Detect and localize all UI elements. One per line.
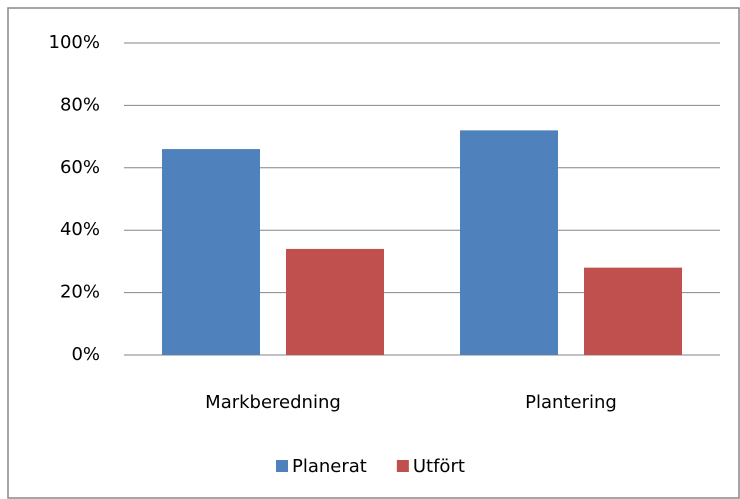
bar bbox=[584, 267, 682, 355]
bar bbox=[460, 130, 558, 355]
y-tick-label: 60% bbox=[60, 157, 100, 178]
legend-label: Utfört bbox=[413, 456, 465, 477]
x-tick-label: Markberedning bbox=[205, 392, 341, 413]
y-tick-label: 20% bbox=[60, 282, 100, 303]
y-tick-label: 100% bbox=[49, 32, 100, 53]
bar bbox=[162, 149, 260, 355]
y-tick-label: 40% bbox=[60, 219, 100, 240]
x-tick-label: Plantering bbox=[525, 392, 617, 413]
legend-swatch bbox=[276, 460, 288, 472]
legend-swatch bbox=[396, 460, 409, 472]
y-tick-label: 80% bbox=[60, 94, 100, 115]
legend-label: Planerat bbox=[292, 456, 367, 477]
bar bbox=[286, 248, 384, 355]
y-tick-label: 0% bbox=[71, 344, 100, 365]
